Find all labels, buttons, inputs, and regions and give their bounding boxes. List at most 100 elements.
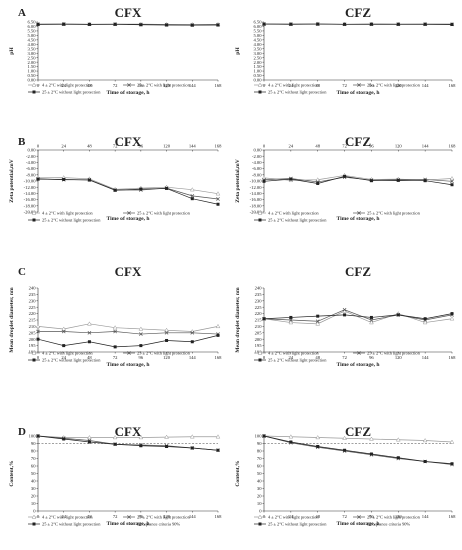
y-tick-label: 4.50	[253, 37, 262, 42]
data-point	[36, 434, 40, 438]
data-point	[190, 194, 195, 198]
y-tick-label: 70	[31, 456, 36, 461]
y-axis-label: pH	[9, 47, 15, 55]
data-point	[262, 317, 266, 321]
legend: 4 ± 2°C with light protection 25 ± 2°C wi…	[254, 82, 421, 95]
data-point	[61, 329, 66, 334]
data-point	[423, 317, 427, 321]
y-tick-label: -14.00	[24, 191, 37, 196]
panel-title: CFX	[115, 424, 142, 439]
legend-item: 25 ± 2°C without light protection	[254, 90, 327, 95]
legend-item: 25 ± 2°C without light protection	[28, 522, 101, 527]
y-tick-label: 20	[257, 494, 262, 499]
y-tick-label: 210	[29, 324, 37, 329]
panel-letter: B	[18, 136, 26, 148]
legend-marker	[32, 358, 36, 362]
series-3	[36, 177, 220, 206]
data-point	[165, 445, 169, 448]
data-point	[369, 320, 374, 325]
x-tick-label: 48	[87, 514, 92, 519]
data-point	[62, 22, 66, 26]
y-tick-label: 3.00	[27, 51, 36, 56]
data-point	[423, 460, 427, 463]
data-point	[289, 22, 293, 26]
x-tick-label: 96	[369, 144, 374, 149]
x-tick-label: 24	[289, 514, 294, 519]
y-tick-label: -4.00	[252, 160, 262, 165]
y-tick-label: -8.00	[26, 172, 36, 177]
data-point	[36, 22, 40, 26]
x-tick-label: 72	[113, 83, 118, 88]
data-point	[215, 323, 221, 329]
y-tick-label: 0	[259, 509, 262, 514]
x-tick-label: 144	[189, 83, 197, 88]
data-point	[262, 179, 266, 183]
series-line	[37, 435, 219, 451]
data-point	[422, 320, 428, 325]
x-tick-label: 144	[189, 514, 197, 519]
data-point	[450, 183, 454, 187]
data-point	[422, 437, 428, 443]
x-tick-label: 0	[263, 514, 266, 519]
series-3	[262, 174, 454, 187]
y-tick-label: 240	[255, 286, 263, 291]
legend-marker	[31, 82, 37, 87]
y-tick-label: -16.00	[24, 197, 37, 202]
y-tick-label: 2.50	[27, 55, 36, 60]
x-tick-label: 144	[422, 355, 430, 360]
data-point	[343, 22, 347, 26]
legend-label: 25 ± 2°C without light protection	[42, 522, 101, 527]
data-point	[139, 444, 143, 448]
x-tick-label: 168	[215, 83, 223, 88]
x-axis-label: Time of storage, h	[106, 362, 150, 368]
data-point	[36, 337, 40, 341]
data-point	[87, 321, 92, 326]
y-axis-label: Content,%	[9, 460, 15, 487]
data-point	[288, 434, 294, 439]
legend-item: 25 ± 2°C with light protection	[123, 83, 191, 88]
legend-label: 25 ± 2°C with light protection	[137, 515, 191, 520]
x-tick-label: 96	[139, 83, 144, 88]
data-point	[450, 462, 454, 466]
panel-1-right: CFZ0.000.501.001.502.002.503.003.504.004…	[235, 5, 456, 96]
y-tick-label: 70	[257, 456, 262, 461]
y-tick-label: 100	[29, 434, 37, 439]
y-tick-label: -12.00	[250, 185, 263, 190]
panel-title: CFX	[115, 134, 142, 149]
legend-item: 25 ± 2°C without light protection	[254, 358, 327, 363]
series-line	[263, 435, 453, 443]
y-tick-label: 4.00	[27, 42, 36, 47]
data-point	[165, 23, 169, 27]
series-line	[263, 309, 453, 322]
y-tick-label: 225	[29, 305, 37, 310]
x-tick-label: 24	[289, 355, 294, 360]
data-point	[369, 315, 373, 319]
series-3	[262, 22, 454, 26]
y-tick-label: 4.00	[253, 42, 262, 47]
data-point	[113, 329, 117, 334]
data-point	[139, 187, 143, 191]
legend-marker	[32, 90, 36, 94]
data-point	[289, 315, 293, 319]
y-tick-label: -6.00	[26, 166, 36, 171]
y-tick-label: 0.00	[253, 148, 262, 153]
data-point	[87, 22, 91, 26]
legend-item: 4 ± 2°C with light protection	[28, 82, 93, 88]
x-tick-label: 48	[87, 83, 92, 88]
y-tick-label: 4.50	[27, 37, 36, 42]
y-tick-label: 205	[255, 330, 263, 335]
data-point	[190, 446, 194, 450]
x-tick-label: 96	[139, 355, 144, 360]
data-point	[262, 22, 266, 26]
legend: 4 ± 2°C with light protection 25 ± 2°C wi…	[28, 350, 191, 363]
y-tick-label: 220	[29, 311, 37, 316]
data-point	[35, 323, 41, 329]
y-tick-label: 200	[29, 337, 37, 342]
x-tick-label: 144	[189, 355, 197, 360]
x-tick-label: 72	[342, 514, 347, 519]
y-tick-label: 10	[257, 501, 262, 506]
y-tick-label: -10.00	[24, 179, 37, 184]
legend-marker	[127, 83, 131, 87]
data-point	[189, 187, 195, 192]
